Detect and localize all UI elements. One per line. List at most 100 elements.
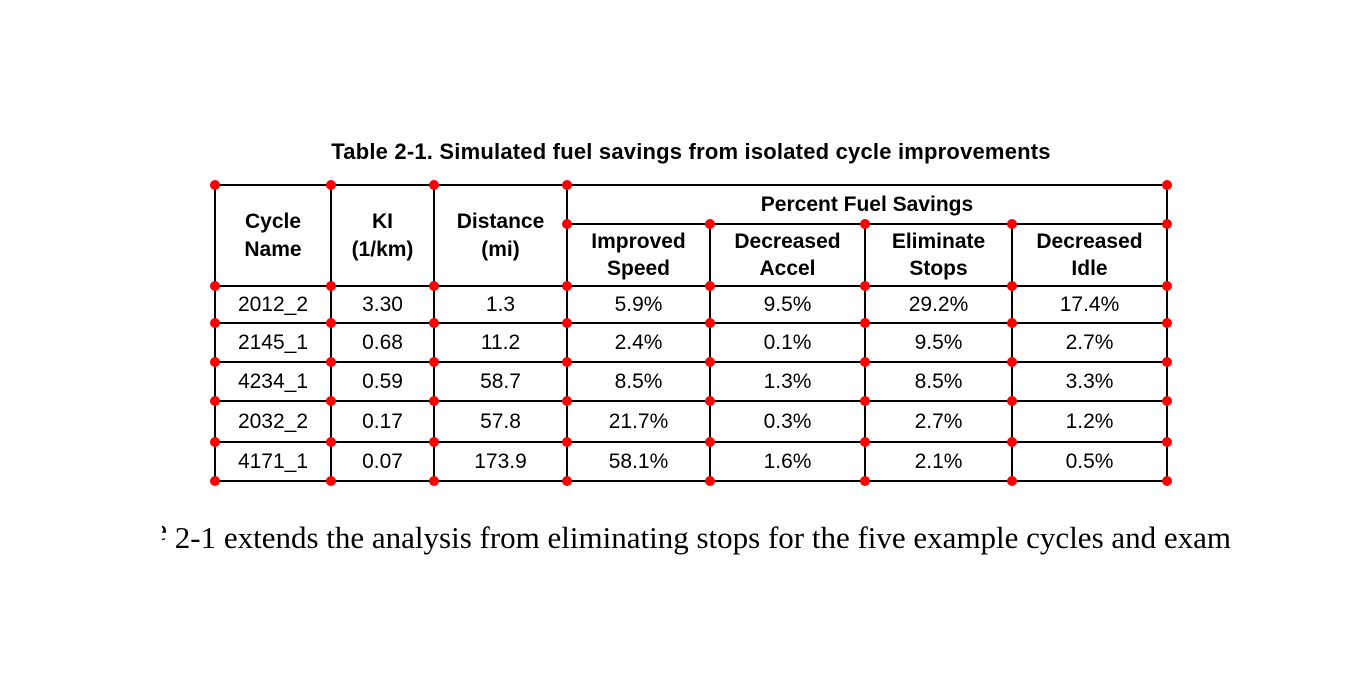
cell-cycle-name: 2012_2 [237,292,309,316]
cell-cycle-name: 2032_2 [237,409,309,433]
header-improved-speed: Improved Speed [591,229,686,280]
column-divider [433,184,435,482]
cell-improved-speed: 8.5% [614,369,663,393]
cell-cycle-name: 4171_1 [237,449,309,473]
cell-corner-dot [860,219,870,229]
cell-corner-dot [1162,281,1172,291]
cell-corner-dot [1007,318,1017,328]
cell-improved-speed: 58.1% [608,449,669,473]
cell-corner-dot [860,396,870,406]
cell-corner-dot [705,281,715,291]
cell-corner-dot [1162,357,1172,367]
cell-corner-dot [1162,396,1172,406]
cell-corner-dot [210,180,220,190]
cell-ki: 3.30 [362,292,403,316]
cell-corner-dot [860,281,870,291]
cell-eliminate-stops: 2.7% [914,409,963,433]
cell-distance: 173.9 [474,449,527,473]
header-bottom-divider [214,285,1168,287]
cell-corner-dot [326,396,336,406]
cell-corner-dot [705,396,715,406]
cell-decreased-accel: 0.1% [763,330,812,354]
header-eliminate-stops: Eliminate Stops [891,229,986,280]
cell-corner-dot [1162,318,1172,328]
cell-improved-speed: 21.7% [608,409,669,433]
cell-corner-dot [210,318,220,328]
cell-corner-dot [1162,476,1172,486]
cell-corner-dot [562,219,572,229]
cell-corner-dot [705,219,715,229]
column-divider [330,184,332,482]
cell-cycle-name: 4234_1 [237,369,309,393]
cell-corner-dot [326,281,336,291]
cell-corner-dot [562,318,572,328]
cell-decreased-accel: 9.5% [763,292,812,316]
cell-corner-dot [1162,437,1172,447]
cell-corner-dot [210,357,220,367]
cell-decreased-idle: 17.4% [1059,292,1120,316]
cell-corner-dot [210,437,220,447]
cell-corner-dot [429,318,439,328]
cell-corner-dot [210,476,220,486]
cell-corner-dot [562,476,572,486]
cell-corner-dot [429,281,439,291]
cell-decreased-idle: 3.3% [1065,369,1114,393]
cell-improved-speed: 5.9% [614,292,663,316]
cell-corner-dot [860,437,870,447]
cell-corner-dot [1007,476,1017,486]
cell-corner-dot [326,318,336,328]
cell-corner-dot [1007,396,1017,406]
subcolumn-divider [709,223,711,482]
cell-corner-dot [326,437,336,447]
cell-corner-dot [562,437,572,447]
row-divider [214,400,1168,402]
cell-corner-dot [429,396,439,406]
cell-distance: 1.3 [485,292,516,316]
cell-corner-dot [1007,219,1017,229]
cell-corner-dot [429,180,439,190]
cell-distance: 57.8 [480,409,521,433]
header-percent-fuel-savings: Percent Fuel Savings [760,192,974,216]
cell-ki: 0.68 [362,330,403,354]
cell-distance: 11.2 [480,330,521,354]
cell-corner-dot [1007,357,1017,367]
header-distance: Distance (mi) [456,210,545,261]
cell-corner-dot [705,357,715,367]
cell-ki: 0.07 [362,449,403,473]
cell-decreased-accel: 0.3% [763,409,812,433]
cell-ki: 0.59 [362,369,403,393]
cell-corner-dot [326,180,336,190]
cell-decreased-idle: 1.2% [1065,409,1114,433]
cell-corner-dot [562,396,572,406]
cell-corner-dot [326,357,336,367]
body-paragraph: e 2-1 extends the analysis from eliminat… [162,512,1231,556]
cell-corner-dot [1162,219,1172,229]
cell-corner-dot [705,318,715,328]
subcolumn-divider [1011,223,1013,482]
table-border-top [214,184,1168,186]
clipped-word-fragment: e [162,512,167,548]
cell-eliminate-stops: 9.5% [914,330,963,354]
header-cycle-name: Cycle Name [244,210,302,261]
row-divider [214,361,1168,363]
cell-corner-dot [860,318,870,328]
header-decreased-accel: Decreased Accel [734,229,841,280]
cell-corner-dot [1162,180,1172,190]
column-divider [566,184,568,482]
cell-eliminate-stops: 8.5% [914,369,963,393]
cell-decreased-accel: 1.3% [763,369,812,393]
cell-decreased-idle: 2.7% [1065,330,1114,354]
cell-corner-dot [429,476,439,486]
cell-corner-dot [1007,437,1017,447]
cell-decreased-idle: 0.5% [1065,449,1114,473]
cell-corner-dot [562,281,572,291]
cell-eliminate-stops: 29.2% [908,292,969,316]
cell-corner-dot [210,281,220,291]
cell-corner-dot [562,180,572,190]
cell-cycle-name: 2145_1 [237,330,309,354]
table-border-left [214,184,216,482]
cell-distance: 58.7 [480,369,521,393]
table-border-right [1166,184,1168,482]
cell-corner-dot [705,437,715,447]
cell-corner-dot [326,476,336,486]
